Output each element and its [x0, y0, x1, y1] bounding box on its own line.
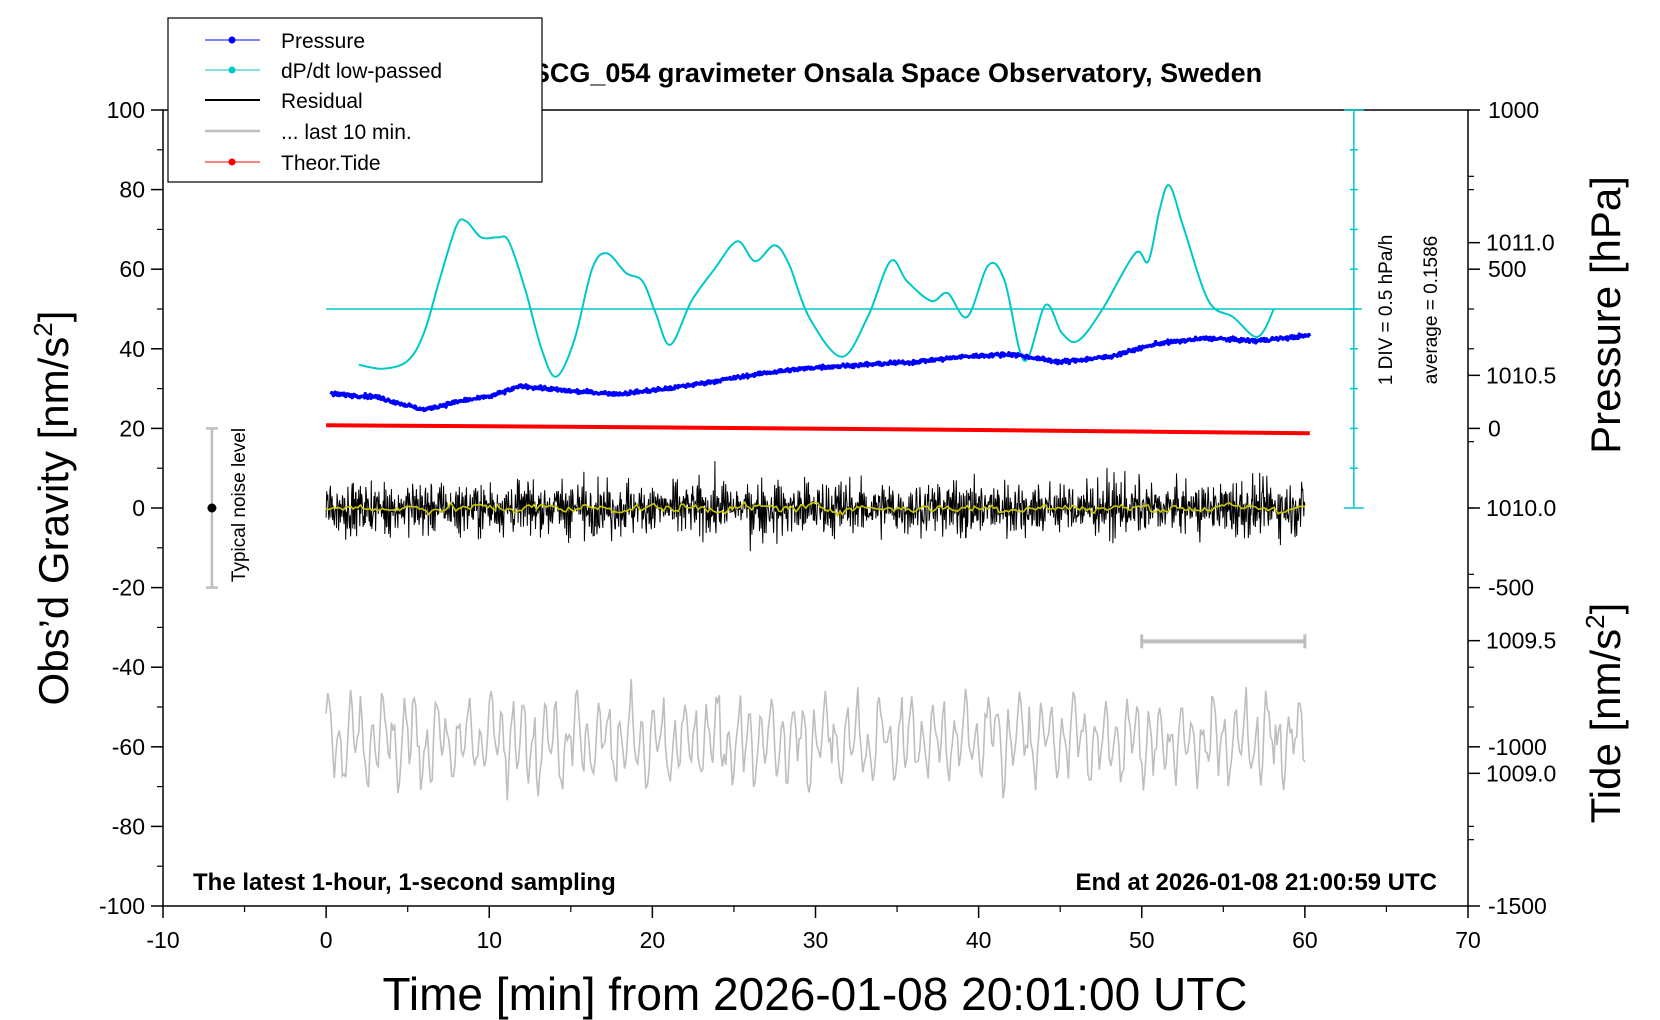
chart-title: SCG_054 gravimeter Onsala Space Observat… [532, 58, 1262, 88]
tide-line [326, 423, 1310, 436]
legend-item-tide: Theor.Tide [205, 152, 381, 175]
pressure-tick-label: 1011.0 [1486, 230, 1555, 256]
dpdt-series [358, 184, 1275, 378]
last10-series [325, 678, 1306, 801]
y-tick-label: -40 [112, 654, 145, 680]
y-axis-label-main-text: Obs’d Gravity [nm/s [30, 337, 77, 706]
pressure-tick-label: 1010.5 [1486, 362, 1556, 388]
y-tick-label: 0 [132, 495, 145, 521]
y-axis-label-pressure: Pressure [hPa] [1582, 176, 1629, 454]
noise-level-bar [205, 427, 218, 589]
dpdt-average-label: average = 0.1586 [1421, 236, 1442, 384]
dpdt-scale-label: 1 DIV = 0.5 hPa/h [1376, 235, 1397, 386]
legend-item-residual: Residual [205, 90, 363, 113]
legend: Pressure dP/dt low-passed Residual ... l… [167, 17, 543, 183]
legend-item-pressure: Pressure [205, 30, 365, 53]
legend-label-pressure: Pressure [281, 30, 365, 53]
y-axis-label-main-sup: 2 [28, 322, 58, 336]
pressure-line [329, 332, 1312, 413]
x-tick-label: 0 [320, 927, 333, 953]
x-tick-label: 40 [966, 927, 992, 953]
dpdt-scale-axis [326, 109, 1364, 509]
tide-series [326, 423, 1310, 436]
y-tick-label: -80 [112, 813, 145, 839]
x-tick-label: -10 [146, 927, 179, 953]
legend-marker-dpdt [228, 66, 236, 74]
residual-line [325, 461, 1306, 552]
tide-tick-label: -1000 [1488, 734, 1547, 760]
pressure-tick-label: 1010.0 [1486, 495, 1556, 521]
y-tick-label: 100 [107, 97, 145, 123]
y-axis-label-tide: Tide [nm/s2] [1580, 603, 1629, 824]
legend-label-tide: Theor.Tide [281, 152, 381, 175]
x-axis-label: Time [min] from 2026-01-08 20:01:00 UTC [383, 968, 1248, 1020]
y-axis-label-tide-text: Tide [nm/s [1582, 629, 1629, 824]
residual-smoothed-series [325, 501, 1306, 518]
annotation-bottom-left: The latest 1-hour, 1-second sampling [193, 869, 616, 896]
x-tick-label: 60 [1292, 927, 1318, 953]
noise-bar-dot [207, 503, 217, 513]
tide-tick-label: 500 [1488, 256, 1526, 282]
tide-tick-label: 1000 [1488, 97, 1539, 123]
x-tick-label: 20 [640, 927, 666, 953]
y-tick-label: -100 [99, 893, 145, 919]
legend-label-dpdt: dP/dt low-passed [281, 60, 442, 83]
tide-tick-label: -500 [1488, 575, 1534, 601]
dpdt-line [358, 184, 1275, 378]
x-tick-label: 10 [476, 927, 502, 953]
y-tick-label: 40 [119, 336, 145, 362]
legend-marker-pressure [228, 36, 236, 44]
legend-label-residual: Residual [281, 90, 363, 113]
pressure-tick-label: 1009.0 [1486, 760, 1556, 786]
annotation-bottom-right: End at 2026-01-08 21:00:59 UTC [1076, 869, 1438, 896]
y-axis-label-main-end: ] [30, 311, 77, 323]
y-tick-label: -20 [112, 575, 145, 601]
legend-marker-tide [228, 158, 236, 166]
residual-series [325, 461, 1306, 552]
noise-level-label: Typical noise level [229, 428, 250, 582]
x-tick-label: 30 [803, 927, 829, 953]
residual-smoothed-line [325, 501, 1306, 518]
x-tick-label: 50 [1129, 927, 1155, 953]
last10-line [325, 678, 1306, 801]
legend-item-last10: ... last 10 min. [205, 121, 412, 144]
pressure-tick-label: 1009.5 [1486, 628, 1556, 654]
y-tick-label: 20 [119, 415, 145, 441]
y-tick-label: 60 [119, 256, 145, 282]
y-tick-label: -60 [112, 734, 145, 760]
x-tick-label: 70 [1455, 927, 1481, 953]
pressure-series [329, 332, 1312, 413]
y-axis-label-tide-end: ] [1582, 603, 1629, 615]
y-axis-label-main: Obs’d Gravity [nm/s2] [28, 311, 77, 706]
tide-tick-label: -1500 [1488, 893, 1547, 919]
last10-span-bar [1140, 634, 1307, 649]
legend-label-last10: ... last 10 min. [281, 121, 412, 144]
y-axis-label-tide-sup: 2 [1580, 614, 1610, 628]
tide-tick-label: 0 [1488, 415, 1501, 441]
axis-ticks: -10 0 10 20 30 40 50 60 70100806040200-20-40-60-… [99, 97, 1556, 953]
legend-item-dpdt: dP/dt low-passed [205, 60, 442, 83]
y-tick-label: 80 [119, 177, 145, 203]
